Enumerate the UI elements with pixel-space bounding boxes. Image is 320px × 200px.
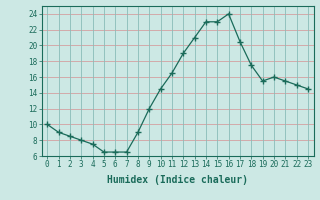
- X-axis label: Humidex (Indice chaleur): Humidex (Indice chaleur): [107, 175, 248, 185]
